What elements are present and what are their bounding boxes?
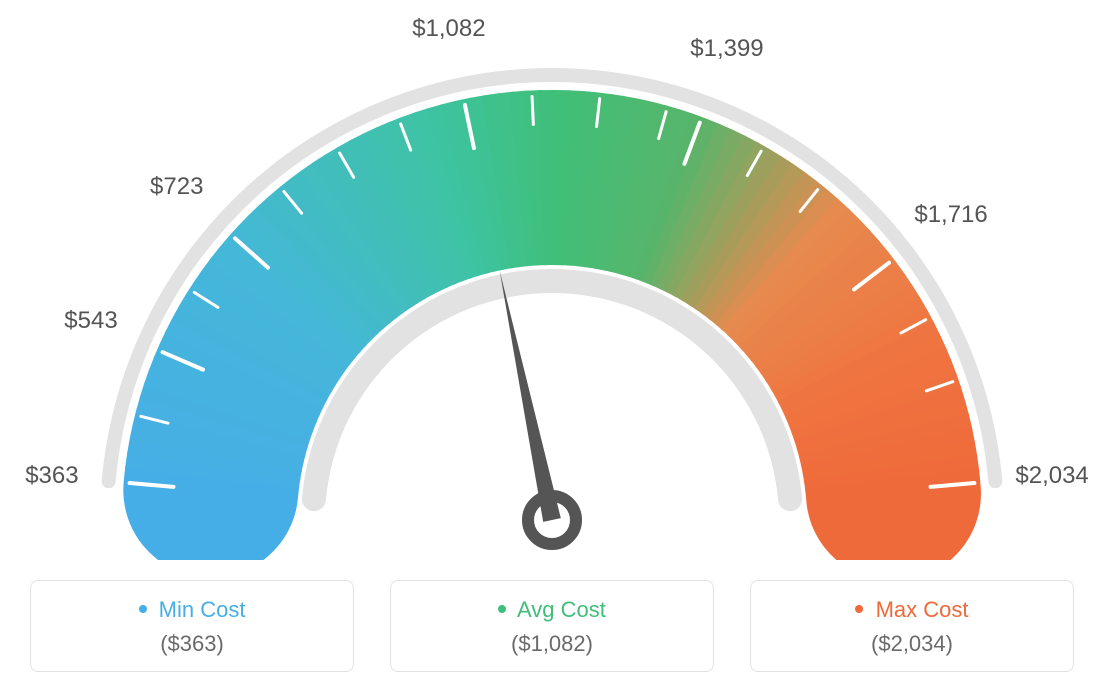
legend-title-min: Min Cost: [41, 597, 343, 623]
legend-value-min: ($363): [41, 631, 343, 657]
legend-card-avg: Avg Cost ($1,082): [390, 580, 714, 672]
gauge-needle: [500, 270, 561, 521]
gauge-tick-label: $2,034: [1015, 462, 1088, 490]
legend-value-avg: ($1,082): [401, 631, 703, 657]
legend-row: Min Cost ($363) Avg Cost ($1,082) Max Co…: [0, 580, 1104, 672]
dot-icon: [498, 605, 506, 613]
gauge-tick-label: $723: [150, 173, 203, 201]
gauge-tick-label: $1,716: [914, 201, 987, 229]
legend-title-avg: Avg Cost: [401, 597, 703, 623]
legend-value-max: ($2,034): [761, 631, 1063, 657]
legend-title-text: Avg Cost: [517, 597, 606, 622]
gauge-chart-stage: $363 $543 $723 $1,082 $1,399 $1,716 $2,034 Min…: [0, 0, 1104, 690]
gauge-container: $363 $543 $723 $1,082 $1,399 $1,716 $2,034: [0, 0, 1104, 560]
legend-title-max: Max Cost: [761, 597, 1063, 623]
gauge-tick-label: $1,082: [412, 15, 485, 43]
gauge-tick-label: $363: [25, 462, 78, 490]
dot-icon: [855, 605, 863, 613]
legend-card-min: Min Cost ($363): [30, 580, 354, 672]
legend-card-max: Max Cost ($2,034): [750, 580, 1074, 672]
legend-title-text: Max Cost: [876, 597, 969, 622]
dot-icon: [139, 605, 147, 613]
legend-title-text: Min Cost: [159, 597, 246, 622]
gauge-tick-label: $1,399: [690, 35, 763, 63]
gauge-tick-label: $543: [64, 307, 117, 335]
gauge-svg: [0, 0, 1104, 560]
